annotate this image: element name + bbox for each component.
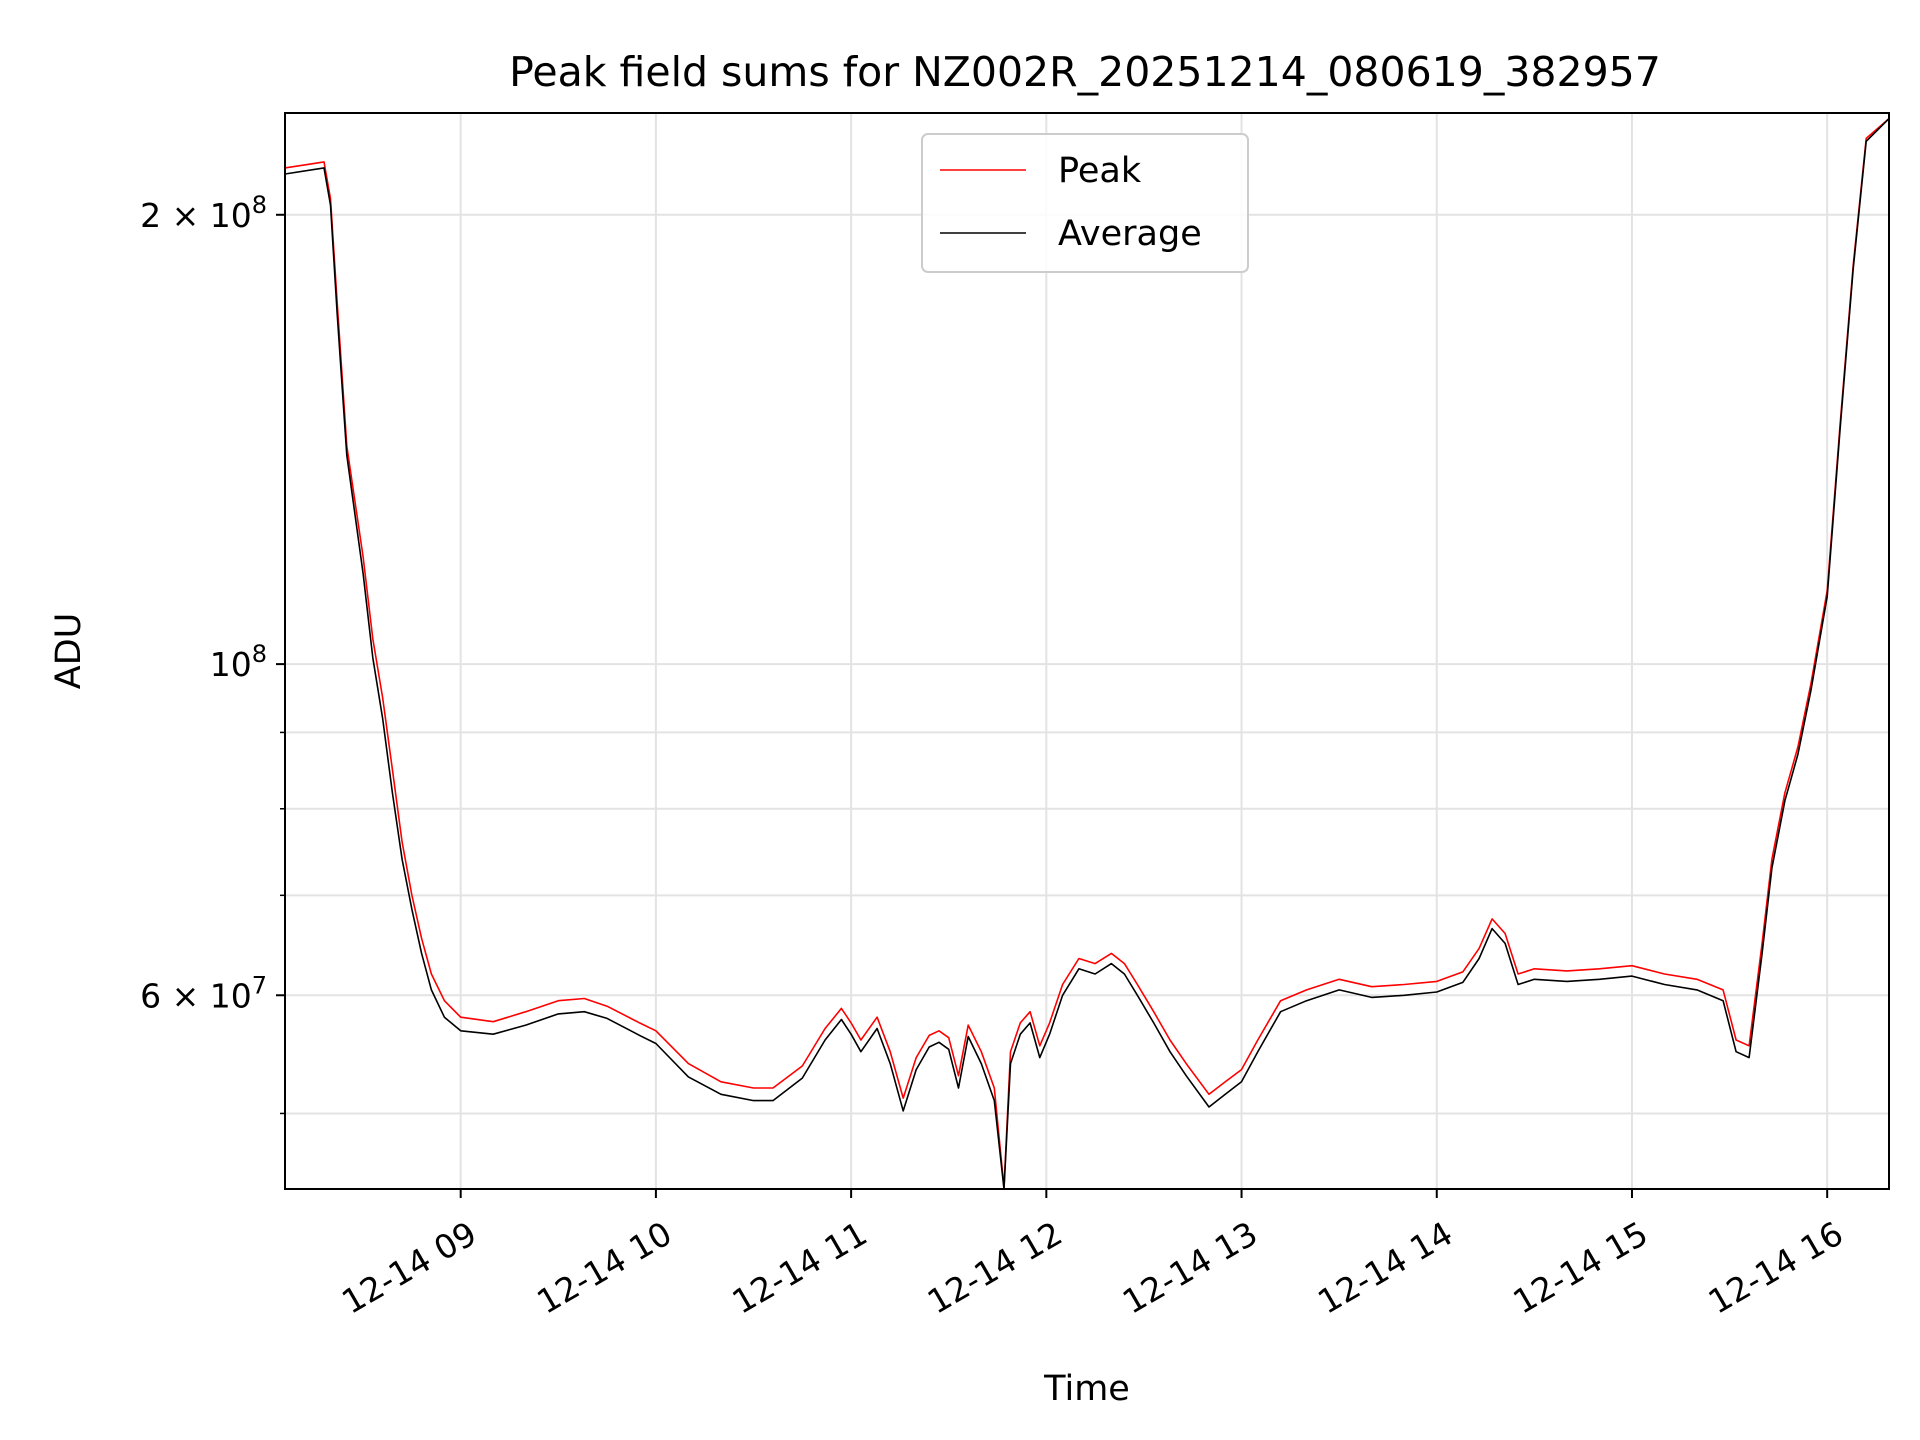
legend-label-average: Average [1058,214,1202,254]
y-tick-label: 108 [210,640,267,684]
legend-box [921,133,1249,273]
y-tick-label-exponent: 8 [252,191,267,219]
y-tick-label-base: 6 × 10 [140,976,252,1015]
legend: Peak Average [921,133,1249,273]
grid [285,113,1889,1189]
y-tick-label-exponent: 8 [252,640,267,668]
y-tick-label: 6 × 107 [140,971,267,1015]
plot-frame [284,112,1890,1190]
chart-title: Peak field sums for NZ002R_20251214_0806… [509,48,1661,96]
y-tick-label: 2 × 108 [140,191,267,235]
series-lines [284,117,1890,1190]
y-axis-label: ADU [49,613,89,690]
series-line-peak [284,117,1890,1189]
series-line-average [284,118,1890,1190]
y-tick-label-exponent: 7 [252,971,267,999]
x-axis-label: Time [1043,1369,1130,1409]
y-tick-label-base: 2 × 10 [140,196,252,235]
y-tick-label-base: 10 [210,645,252,684]
legend-label-peak: Peak [1058,151,1142,191]
